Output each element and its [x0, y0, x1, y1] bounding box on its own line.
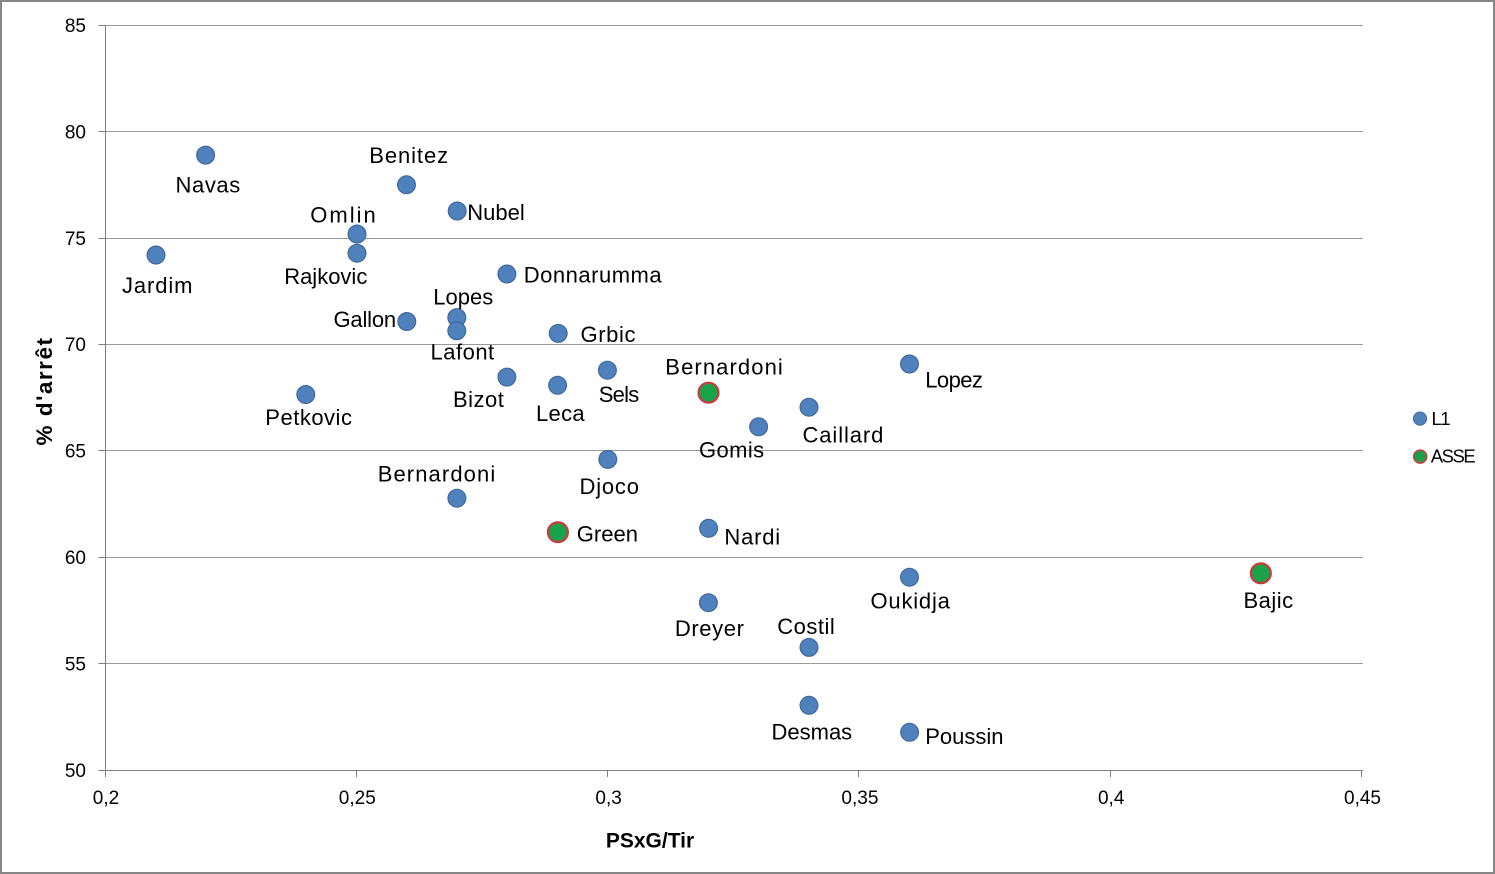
svg-text:PSxG/Tir: PSxG/Tir — [606, 830, 694, 853]
svg-text:Bizot: Bizot — [453, 387, 504, 412]
svg-text:Green: Green — [577, 522, 638, 547]
svg-text:55: 55 — [65, 655, 86, 676]
svg-text:Lopez: Lopez — [925, 367, 982, 392]
svg-text:65: 65 — [65, 442, 86, 463]
svg-text:Caillard: Caillard — [803, 423, 885, 448]
svg-text:ASSE: ASSE — [1431, 446, 1476, 467]
svg-text:0,45: 0,45 — [1344, 788, 1381, 809]
svg-text:0,2: 0,2 — [93, 788, 119, 809]
svg-text:50: 50 — [65, 761, 86, 782]
svg-text:Bajic: Bajic — [1244, 588, 1294, 613]
svg-text:Bernardoni: Bernardoni — [378, 461, 497, 486]
svg-text:Gallon: Gallon — [334, 307, 396, 332]
svg-text:Desmas: Desmas — [772, 720, 853, 745]
svg-text:L1: L1 — [1432, 408, 1451, 429]
svg-text:Oukidja: Oukidja — [871, 588, 951, 613]
svg-text:75: 75 — [65, 229, 86, 250]
svg-text:Nardi: Nardi — [724, 525, 781, 550]
svg-text:0,25: 0,25 — [339, 788, 376, 809]
svg-text:Gomis: Gomis — [699, 438, 765, 463]
svg-text:Navas: Navas — [176, 172, 241, 197]
svg-text:Sels: Sels — [599, 382, 639, 407]
svg-text:Donnarumma: Donnarumma — [524, 262, 663, 287]
svg-text:Dreyer: Dreyer — [675, 616, 745, 641]
svg-text:Petkovic: Petkovic — [265, 405, 352, 430]
svg-text:70: 70 — [65, 335, 86, 356]
svg-text:Nubel: Nubel — [467, 200, 524, 225]
svg-text:60: 60 — [65, 548, 86, 569]
svg-text:Jardim: Jardim — [122, 273, 193, 298]
svg-text:Rajkovic: Rajkovic — [284, 264, 367, 289]
svg-text:80: 80 — [65, 122, 86, 143]
svg-text:Grbic: Grbic — [581, 322, 637, 347]
svg-text:Leca: Leca — [536, 401, 585, 426]
svg-text:Lafont: Lafont — [431, 340, 495, 365]
svg-text:85: 85 — [65, 16, 86, 37]
svg-text:0,3: 0,3 — [595, 788, 621, 809]
svg-text:Omlin: Omlin — [310, 203, 377, 228]
svg-text:Costil: Costil — [777, 614, 835, 639]
svg-text:0,35: 0,35 — [841, 788, 878, 809]
svg-text:Lopes: Lopes — [433, 285, 493, 310]
svg-text:Djoco: Djoco — [580, 474, 640, 499]
svg-text:% d'arrêt: % d'arrêt — [32, 337, 57, 446]
svg-text:Bernardoni: Bernardoni — [665, 355, 784, 380]
svg-text:0,4: 0,4 — [1098, 788, 1125, 809]
svg-text:Poussin: Poussin — [925, 724, 1003, 749]
svg-text:Benitez: Benitez — [369, 143, 449, 168]
